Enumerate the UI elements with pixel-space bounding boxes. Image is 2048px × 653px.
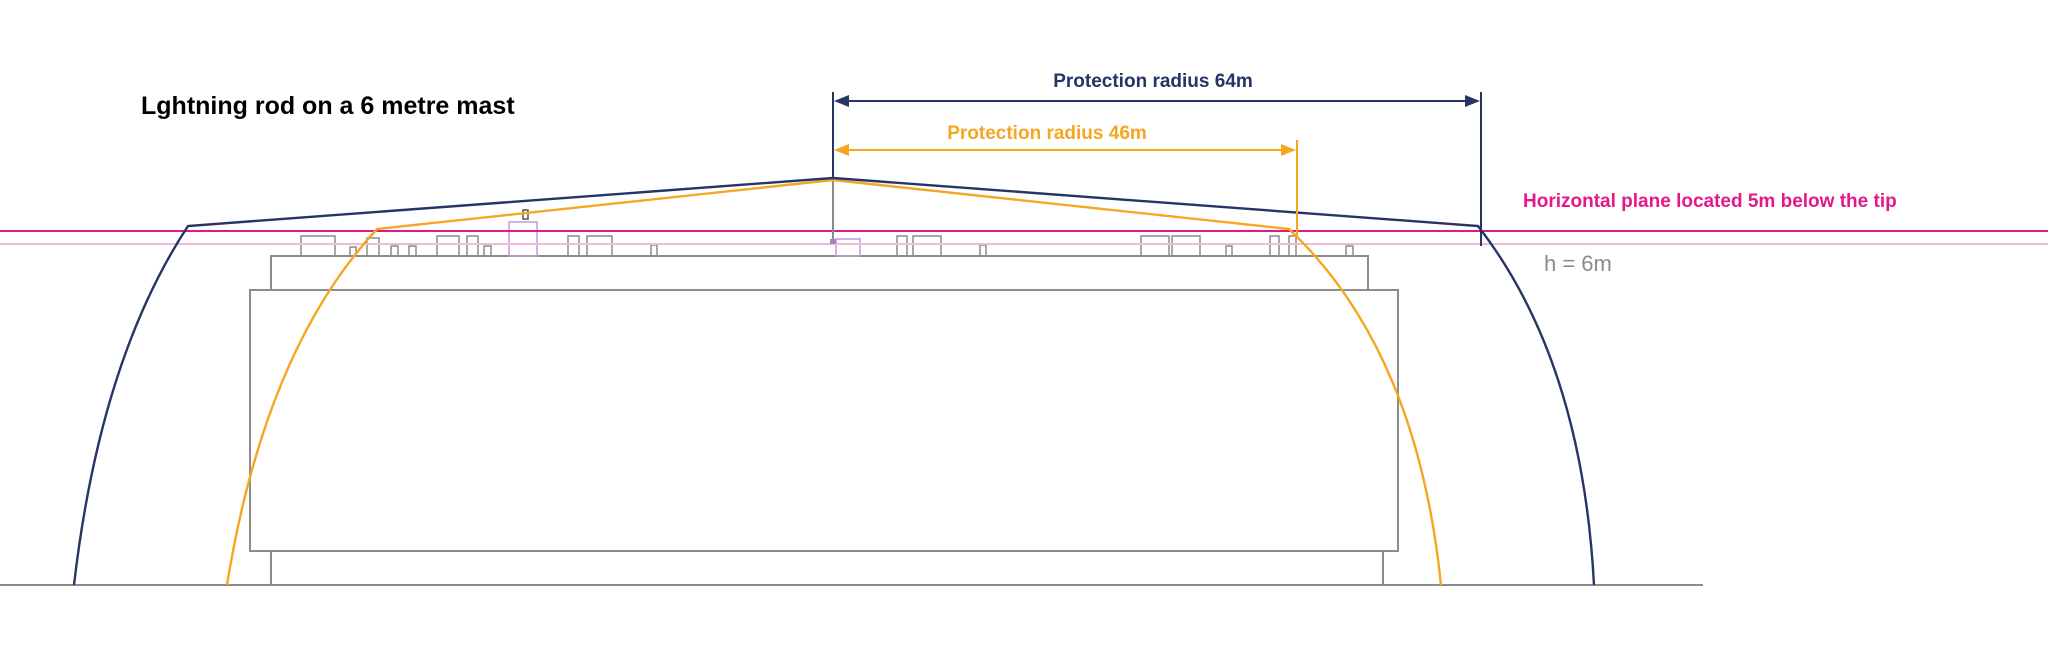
- diagram-title: Lghtning rod on a 6 metre mast: [141, 92, 515, 120]
- dimension-64m: [832, 92, 1482, 246]
- roof-unit: [436, 235, 460, 257]
- protection-radius-46m-label: Protection radius 46m: [947, 123, 1147, 144]
- roof-unit: [586, 235, 613, 257]
- roof-unit: [1269, 235, 1280, 257]
- roof-unit: [522, 209, 529, 220]
- roof-unit: [466, 235, 479, 257]
- building-roof-level: [270, 255, 1369, 291]
- roof-unit: [567, 235, 580, 257]
- roof-unit: [835, 238, 861, 257]
- roof-unit: [650, 244, 658, 257]
- roof-unit: [483, 245, 492, 257]
- arrow-right: [1465, 95, 1480, 107]
- roof-unit: [508, 221, 538, 257]
- roof-unit: [1171, 235, 1201, 257]
- roof-unit: [300, 235, 336, 257]
- dimension-46m: [834, 140, 1298, 236]
- protection-zone-46m: [225, 178, 1443, 586]
- rooftop-equipment: [300, 209, 1354, 257]
- roof-unit: [366, 237, 380, 257]
- roof-unit: [408, 245, 417, 257]
- building-main-block: [249, 289, 1399, 552]
- lightning-rod-base: [830, 239, 836, 244]
- roof-unit: [1288, 235, 1297, 257]
- roof-unit: [896, 235, 908, 257]
- roof-unit: [390, 245, 399, 257]
- roof-unit: [1225, 245, 1233, 257]
- arrow-left: [834, 144, 849, 156]
- arrow-right: [1281, 144, 1296, 156]
- roof-unit: [1345, 245, 1354, 257]
- horizontal-plane-label: Horizontal plane located 5m below the ti…: [1523, 191, 1897, 212]
- arrow-left: [834, 95, 849, 107]
- building: [249, 255, 1399, 585]
- roof-unit: [912, 235, 942, 257]
- protection-radius-64m-label: Protection radius 64m: [1053, 71, 1253, 92]
- roof-unit: [979, 244, 987, 257]
- roof-unit: [1140, 235, 1170, 257]
- height-label: h = 6m: [1544, 251, 1612, 276]
